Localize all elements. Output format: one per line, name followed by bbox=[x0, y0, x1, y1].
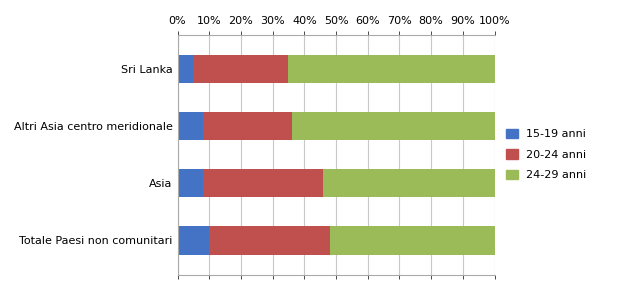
Bar bbox=[178, 55, 193, 83]
Bar bbox=[203, 112, 292, 140]
Bar bbox=[323, 169, 495, 197]
Bar bbox=[209, 226, 330, 255]
Bar bbox=[292, 112, 495, 140]
Legend: 15-19 anni, 20-24 anni, 24-29 anni: 15-19 anni, 20-24 anni, 24-29 anni bbox=[507, 129, 586, 180]
Bar bbox=[178, 226, 209, 255]
Bar bbox=[288, 55, 495, 83]
Bar bbox=[178, 112, 203, 140]
Bar bbox=[330, 226, 495, 255]
Bar bbox=[203, 169, 323, 197]
Bar bbox=[193, 55, 288, 83]
Bar bbox=[178, 169, 203, 197]
